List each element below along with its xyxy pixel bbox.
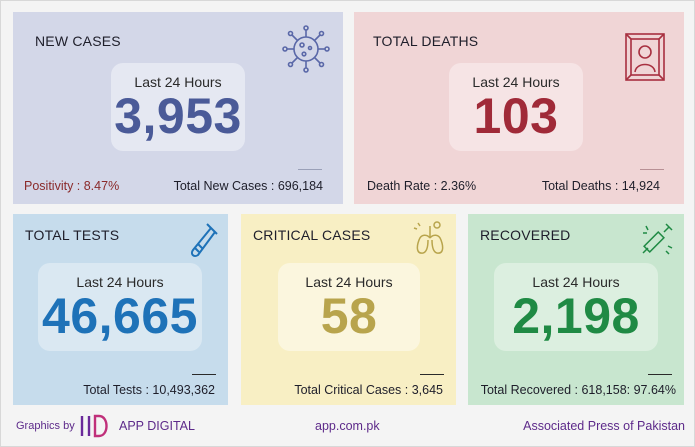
- total-deaths-title: TOTAL DEATHS: [373, 33, 479, 49]
- total-tests-box: Last 24 Hours 46,665: [38, 263, 202, 351]
- critical-cases-period: Last 24 Hours: [305, 274, 393, 290]
- app-digital-text[interactable]: APP DIGITAL: [119, 419, 195, 433]
- recovered-card: RECOVERED Last 24 Hours 2,198 Total Reco…: [468, 214, 684, 405]
- new-cases-title: NEW CASES: [35, 33, 121, 49]
- new-cases-value: 3,953: [114, 88, 242, 144]
- new-cases-card: NEW CASES Last 24 Hours 3,953 Positivity…: [13, 12, 343, 204]
- recovered-period: Last 24 Hours: [532, 274, 620, 290]
- new-cases-rule: [298, 169, 322, 170]
- total-deaths-card: TOTAL DEATHS Last 24 Hours 103 Death Rat…: [354, 12, 684, 204]
- vaccine-syringe-icon: [640, 220, 676, 258]
- recovered-title: RECOVERED: [480, 227, 571, 243]
- total-deaths-text: Total Deaths : 14,924: [541, 179, 660, 193]
- test-tube-icon: [185, 220, 221, 260]
- total-tests-card: TOTAL TESTS Last 24 Hours 46,665 Total T…: [13, 214, 228, 405]
- app-digital-logo-icon: [78, 413, 112, 442]
- agency-text: Associated Press of Pakistan: [523, 419, 685, 433]
- total-deaths-box: Last 24 Hours 103: [449, 63, 583, 151]
- total-critical-cases-text: Total Critical Cases : 3,645: [294, 383, 443, 397]
- critical-cases-box: Last 24 Hours 58: [278, 263, 420, 351]
- critical-cases-rule: [420, 374, 444, 375]
- new-cases-box: Last 24 Hours 3,953: [111, 63, 245, 151]
- recovered-rule: [648, 374, 672, 375]
- total-deaths-rule: [640, 169, 664, 170]
- critical-cases-card: CRITICAL CASES Last 24 Hours 58 Total Cr…: [241, 214, 456, 405]
- total-deaths-value: 103: [473, 88, 559, 144]
- total-new-cases-text: Total New Cases : 696,184: [173, 179, 323, 193]
- recovered-box: Last 24 Hours 2,198: [494, 263, 658, 351]
- graphics-by-text: Graphics by: [16, 420, 75, 432]
- critical-cases-value: 58: [320, 288, 378, 344]
- virus-icon: [281, 24, 331, 74]
- total-recovered-text: Total Recovered : 618,158: 97.64%: [480, 383, 676, 397]
- site-link[interactable]: app.com.pk: [315, 419, 380, 433]
- total-tests-value: 46,665: [42, 288, 198, 344]
- total-tests-title: TOTAL TESTS: [25, 227, 120, 243]
- total-tests-rule: [192, 374, 216, 375]
- critical-cases-title: CRITICAL CASES: [253, 227, 371, 243]
- recovered-value: 2,198: [512, 288, 640, 344]
- total-tests-text: Total Tests : 10,493,362: [83, 383, 215, 397]
- death-rate-text: Death Rate : 2.36%: [367, 179, 477, 193]
- footer: Graphics by APP DIGITAL app.com.pk Assoc…: [1, 407, 695, 447]
- portrait-frame-icon: [624, 32, 668, 84]
- new-cases-period: Last 24 Hours: [134, 74, 222, 90]
- positivity-text: Positivity : 8.47%: [24, 179, 120, 193]
- total-tests-period: Last 24 Hours: [76, 274, 164, 290]
- lungs-icon: [411, 220, 449, 258]
- total-deaths-period: Last 24 Hours: [472, 74, 560, 90]
